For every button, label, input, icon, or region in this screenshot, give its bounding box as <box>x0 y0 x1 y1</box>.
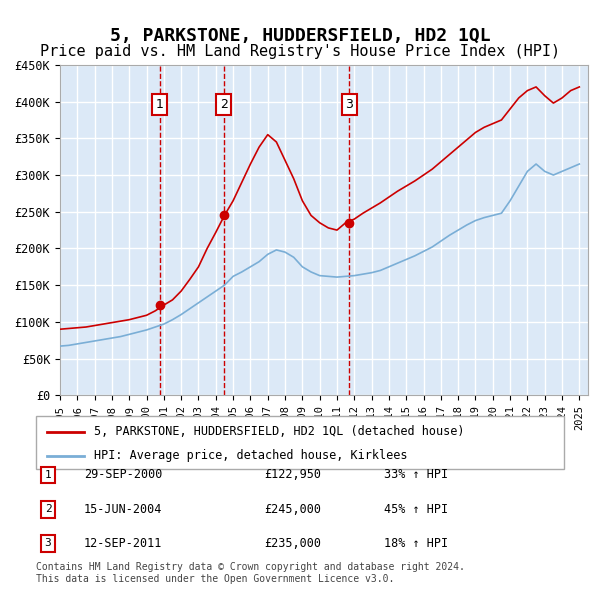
Text: £235,000: £235,000 <box>264 537 321 550</box>
FancyBboxPatch shape <box>36 416 564 469</box>
Text: 15-JUN-2004: 15-JUN-2004 <box>84 503 163 516</box>
Text: 33% ↑ HPI: 33% ↑ HPI <box>384 468 448 481</box>
Text: 2: 2 <box>44 504 52 514</box>
Text: £245,000: £245,000 <box>264 503 321 516</box>
Text: HPI: Average price, detached house, Kirklees: HPI: Average price, detached house, Kirk… <box>94 449 407 463</box>
Text: Contains HM Land Registry data © Crown copyright and database right 2024.
This d: Contains HM Land Registry data © Crown c… <box>36 562 465 584</box>
Text: 3: 3 <box>346 98 353 111</box>
Text: 1: 1 <box>44 470 52 480</box>
Text: £122,950: £122,950 <box>264 468 321 481</box>
Text: 12-SEP-2011: 12-SEP-2011 <box>84 537 163 550</box>
Text: 29-SEP-2000: 29-SEP-2000 <box>84 468 163 481</box>
Text: 18% ↑ HPI: 18% ↑ HPI <box>384 537 448 550</box>
Text: 2: 2 <box>220 98 228 111</box>
Text: Price paid vs. HM Land Registry's House Price Index (HPI): Price paid vs. HM Land Registry's House … <box>40 44 560 59</box>
Text: 5, PARKSTONE, HUDDERSFIELD, HD2 1QL (detached house): 5, PARKSTONE, HUDDERSFIELD, HD2 1QL (det… <box>94 425 464 438</box>
Text: 3: 3 <box>44 539 52 548</box>
Text: 1: 1 <box>155 98 163 111</box>
Text: 45% ↑ HPI: 45% ↑ HPI <box>384 503 448 516</box>
Text: 5, PARKSTONE, HUDDERSFIELD, HD2 1QL: 5, PARKSTONE, HUDDERSFIELD, HD2 1QL <box>110 27 490 45</box>
